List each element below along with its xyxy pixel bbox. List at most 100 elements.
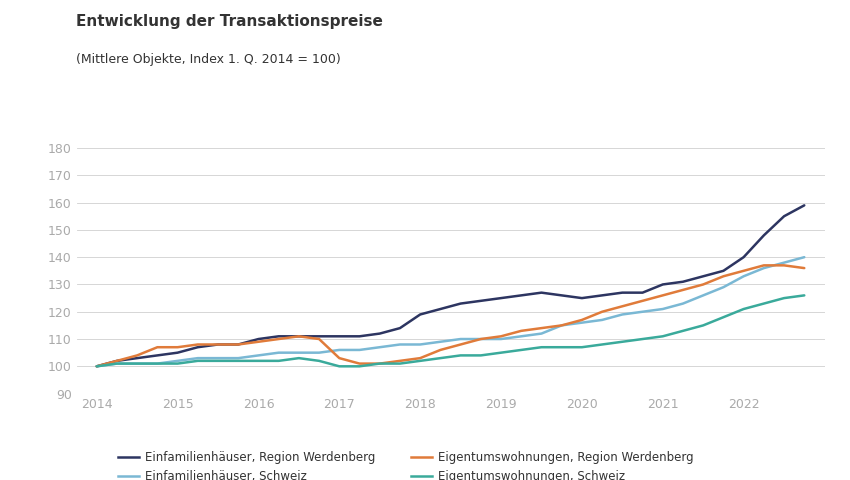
Eigentumswohnungen, Schweiz bbox=[334, 363, 344, 369]
Einfamilienhäuser, Region Werdenberg bbox=[334, 334, 344, 339]
Einfamilienhäuser, Region Werdenberg bbox=[132, 355, 142, 361]
Eigentumswohnungen, Region Werdenberg bbox=[597, 309, 607, 314]
Einfamilienhäuser, Region Werdenberg bbox=[274, 334, 284, 339]
Einfamilienhäuser, Region Werdenberg bbox=[678, 279, 689, 285]
Eigentumswohnungen, Schweiz bbox=[132, 360, 142, 366]
Einfamilienhäuser, Schweiz bbox=[334, 347, 344, 353]
Einfamilienhäuser, Schweiz bbox=[617, 312, 627, 317]
Eigentumswohnungen, Schweiz bbox=[415, 358, 425, 364]
Einfamilienhäuser, Region Werdenberg bbox=[496, 295, 506, 301]
Einfamilienhäuser, Schweiz bbox=[354, 347, 365, 353]
Eigentumswohnungen, Schweiz bbox=[617, 339, 627, 345]
Line: Einfamilienhäuser, Region Werdenberg: Einfamilienhäuser, Region Werdenberg bbox=[97, 205, 804, 366]
Eigentumswohnungen, Region Werdenberg bbox=[354, 360, 365, 366]
Eigentumswohnungen, Schweiz bbox=[212, 358, 223, 364]
Eigentumswohnungen, Schweiz bbox=[193, 358, 203, 364]
Eigentumswohnungen, Schweiz bbox=[173, 360, 183, 366]
Einfamilienhäuser, Schweiz bbox=[739, 274, 749, 279]
Einfamilienhäuser, Schweiz bbox=[597, 317, 607, 323]
Einfamilienhäuser, Schweiz bbox=[314, 350, 324, 356]
Einfamilienhäuser, Region Werdenberg bbox=[799, 203, 809, 208]
Einfamilienhäuser, Region Werdenberg bbox=[476, 298, 486, 304]
Eigentumswohnungen, Schweiz bbox=[253, 358, 264, 364]
Eigentumswohnungen, Region Werdenberg bbox=[132, 352, 142, 358]
Eigentumswohnungen, Region Werdenberg bbox=[152, 344, 162, 350]
Einfamilienhäuser, Schweiz bbox=[173, 358, 183, 364]
Einfamilienhäuser, Schweiz bbox=[274, 350, 284, 356]
Einfamilienhäuser, Schweiz bbox=[496, 336, 506, 342]
Eigentumswohnungen, Schweiz bbox=[516, 347, 526, 353]
Eigentumswohnungen, Schweiz bbox=[536, 344, 547, 350]
Eigentumswohnungen, Region Werdenberg bbox=[698, 282, 708, 288]
Eigentumswohnungen, Region Werdenberg bbox=[456, 342, 466, 348]
Einfamilienhäuser, Schweiz bbox=[212, 355, 223, 361]
Eigentumswohnungen, Region Werdenberg bbox=[799, 265, 809, 271]
Einfamilienhäuser, Region Werdenberg bbox=[314, 334, 324, 339]
Eigentumswohnungen, Schweiz bbox=[354, 363, 365, 369]
Eigentumswohnungen, Region Werdenberg bbox=[233, 342, 243, 348]
Einfamilienhäuser, Schweiz bbox=[152, 360, 162, 366]
Einfamilienhäuser, Region Werdenberg bbox=[354, 334, 365, 339]
Einfamilienhäuser, Region Werdenberg bbox=[294, 334, 304, 339]
Einfamilienhäuser, Region Werdenberg bbox=[759, 232, 769, 238]
Eigentumswohnungen, Region Werdenberg bbox=[193, 342, 203, 348]
Einfamilienhäuser, Schweiz bbox=[253, 352, 264, 358]
Einfamilienhäuser, Region Werdenberg bbox=[516, 292, 526, 298]
Eigentumswohnungen, Schweiz bbox=[638, 336, 648, 342]
Einfamilienhäuser, Region Werdenberg bbox=[212, 342, 223, 348]
Einfamilienhäuser, Schweiz bbox=[233, 355, 243, 361]
Einfamilienhäuser, Region Werdenberg bbox=[536, 290, 547, 296]
Einfamilienhäuser, Schweiz bbox=[375, 344, 385, 350]
Einfamilienhäuser, Schweiz bbox=[294, 350, 304, 356]
Einfamilienhäuser, Schweiz bbox=[193, 355, 203, 361]
Einfamilienhäuser, Schweiz bbox=[132, 360, 142, 366]
Line: Eigentumswohnungen, Region Werdenberg: Eigentumswohnungen, Region Werdenberg bbox=[97, 265, 804, 366]
Eigentumswohnungen, Region Werdenberg bbox=[638, 298, 648, 304]
Eigentumswohnungen, Schweiz bbox=[274, 358, 284, 364]
Eigentumswohnungen, Schweiz bbox=[92, 363, 102, 369]
Einfamilienhäuser, Region Werdenberg bbox=[92, 363, 102, 369]
Text: Entwicklung der Transaktionspreise: Entwicklung der Transaktionspreise bbox=[76, 14, 383, 29]
Einfamilienhäuser, Region Werdenberg bbox=[617, 290, 627, 296]
Eigentumswohnungen, Region Werdenberg bbox=[212, 342, 223, 348]
Eigentumswohnungen, Region Werdenberg bbox=[435, 347, 445, 353]
Einfamilienhäuser, Schweiz bbox=[638, 309, 648, 314]
Einfamilienhäuser, Region Werdenberg bbox=[233, 342, 243, 348]
Einfamilienhäuser, Schweiz bbox=[112, 360, 122, 366]
Eigentumswohnungen, Schweiz bbox=[112, 360, 122, 366]
Text: (Mittlere Objekte, Index 1. Q. 2014 = 100): (Mittlere Objekte, Index 1. Q. 2014 = 10… bbox=[76, 53, 341, 66]
Eigentumswohnungen, Region Werdenberg bbox=[759, 263, 769, 268]
Eigentumswohnungen, Region Werdenberg bbox=[395, 358, 405, 364]
Eigentumswohnungen, Schweiz bbox=[658, 334, 668, 339]
Eigentumswohnungen, Region Werdenberg bbox=[577, 317, 587, 323]
Einfamilienhäuser, Region Werdenberg bbox=[112, 358, 122, 364]
Eigentumswohnungen, Schweiz bbox=[779, 295, 789, 301]
Eigentumswohnungen, Region Werdenberg bbox=[112, 358, 122, 364]
Eigentumswohnungen, Schweiz bbox=[739, 306, 749, 312]
Einfamilienhäuser, Schweiz bbox=[698, 292, 708, 298]
Line: Einfamilienhäuser, Schweiz: Einfamilienhäuser, Schweiz bbox=[97, 257, 804, 366]
Eigentumswohnungen, Region Werdenberg bbox=[557, 323, 567, 328]
Einfamilienhäuser, Region Werdenberg bbox=[718, 268, 728, 274]
Eigentumswohnungen, Schweiz bbox=[759, 300, 769, 306]
Eigentumswohnungen, Region Werdenberg bbox=[334, 355, 344, 361]
Eigentumswohnungen, Region Werdenberg bbox=[779, 263, 789, 268]
Eigentumswohnungen, Schweiz bbox=[698, 323, 708, 328]
Einfamilienhäuser, Schweiz bbox=[415, 342, 425, 348]
Einfamilienhäuser, Region Werdenberg bbox=[173, 350, 183, 356]
Einfamilienhäuser, Schweiz bbox=[779, 260, 789, 265]
Einfamilienhäuser, Schweiz bbox=[557, 323, 567, 328]
Eigentumswohnungen, Region Werdenberg bbox=[678, 287, 689, 293]
Einfamilienhäuser, Region Werdenberg bbox=[193, 344, 203, 350]
Einfamilienhäuser, Region Werdenberg bbox=[395, 325, 405, 331]
Eigentumswohnungen, Region Werdenberg bbox=[718, 274, 728, 279]
Einfamilienhäuser, Schweiz bbox=[718, 284, 728, 290]
Eigentumswohnungen, Region Werdenberg bbox=[536, 325, 547, 331]
Einfamilienhäuser, Region Werdenberg bbox=[456, 300, 466, 306]
Einfamilienhäuser, Schweiz bbox=[395, 342, 405, 348]
Eigentumswohnungen, Schweiz bbox=[496, 350, 506, 356]
Eigentumswohnungen, Schweiz bbox=[597, 342, 607, 348]
Eigentumswohnungen, Schweiz bbox=[718, 314, 728, 320]
Eigentumswohnungen, Schweiz bbox=[435, 355, 445, 361]
Einfamilienhäuser, Schweiz bbox=[536, 331, 547, 336]
